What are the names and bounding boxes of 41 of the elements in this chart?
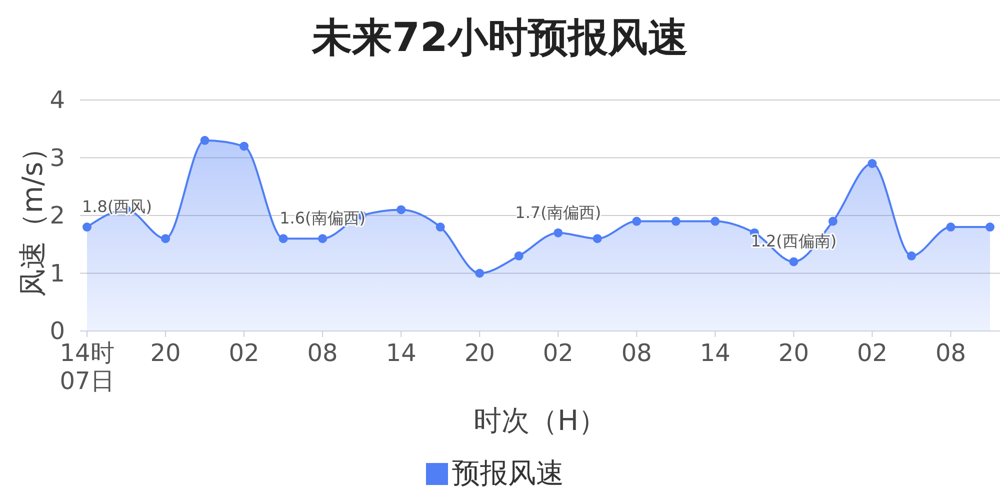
chart-title: 未来72小时预报风速 (310, 14, 689, 63)
point (789, 257, 798, 266)
x-tick-label: 20 (150, 339, 181, 367)
x-tick-label: 20 (464, 339, 495, 367)
x-tick-label: 08 (621, 339, 652, 367)
legend-label: 预报风速 (452, 457, 564, 490)
point (396, 205, 406, 214)
x-tick-label: 14 (700, 339, 730, 367)
x-tick-label: 08 (935, 339, 966, 367)
x-tick-label: 08 (307, 339, 338, 367)
point (710, 216, 720, 226)
data-label: 1.7(南偏西) (515, 202, 602, 222)
x-tick-label: 20 (778, 339, 809, 367)
point (946, 222, 956, 232)
y-tick-label: 1 (50, 259, 65, 288)
x-tick-label: 14 (386, 339, 416, 367)
point (906, 251, 916, 260)
point (278, 234, 288, 244)
point (82, 222, 92, 232)
x-tick-label: 02 (542, 339, 574, 367)
x-axis-title: 时次（H） (473, 404, 607, 437)
y-tick-label: 2 (50, 202, 65, 230)
point (632, 216, 642, 226)
point (671, 216, 680, 226)
y-tick-label: 3 (50, 144, 65, 172)
point (514, 251, 524, 260)
point (828, 216, 838, 226)
point (318, 234, 328, 244)
point (200, 136, 210, 145)
point (240, 142, 249, 151)
x-tick-label: 02 (228, 339, 260, 367)
point (436, 222, 445, 232)
point (986, 222, 994, 232)
y-tick-label: 4 (50, 86, 65, 114)
point (592, 234, 602, 244)
x-tick-label: 02 (856, 339, 888, 367)
y-axis-title: 风速（m/s） (16, 134, 49, 298)
point (475, 268, 484, 278)
point (554, 228, 563, 238)
point (161, 234, 170, 244)
point (868, 159, 877, 168)
